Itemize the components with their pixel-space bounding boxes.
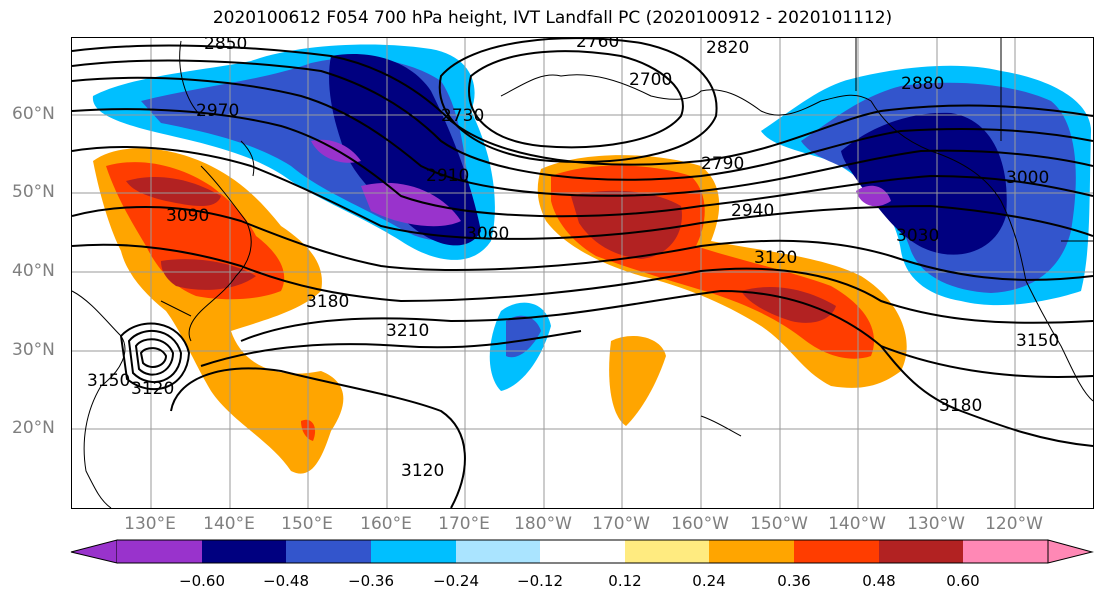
lon-label-120w: 120°W [985, 514, 1043, 534]
contour-label: 2850 [204, 38, 247, 54]
colorbar-tick-label: −0.24 [433, 572, 479, 590]
lon-label-130e: 130°E [124, 514, 176, 534]
colorbar-segment [117, 540, 202, 563]
contour-label: 3120 [131, 379, 174, 399]
lat-label-50n: 50°N [12, 182, 55, 202]
lat-label-20n: 20°N [12, 418, 55, 438]
negative-ivt-shading [92, 44, 1091, 391]
contour-label: 2970 [196, 101, 239, 121]
lat-label-60n: 60°N [12, 104, 55, 124]
contour-label: 3030 [896, 226, 939, 246]
contour-label: 3090 [166, 206, 209, 226]
lon-label-180w: 180°W [514, 514, 572, 534]
colorbar-segment [963, 540, 1048, 563]
lat-label-40n: 40°N [12, 261, 55, 281]
lon-label-160e: 160°E [360, 514, 412, 534]
colorbar-segment [371, 540, 456, 563]
contour-label: 2730 [441, 106, 484, 126]
colorbar-tick-label: −0.48 [263, 572, 309, 590]
contour-label: 2940 [731, 201, 774, 221]
contour-label: 2880 [901, 74, 944, 94]
colorbar-segment [709, 540, 794, 563]
colorbar-outline [117, 539, 1048, 564]
positive-ivt-shading [93, 148, 907, 474]
contour-label: 2790 [701, 154, 744, 174]
contour-label: 3120 [401, 461, 444, 481]
contour-label: 3180 [306, 292, 349, 312]
contour-label: 3150 [1016, 331, 1059, 351]
colorbar-tick-label: 0.48 [862, 572, 896, 590]
colorbar-tick-label: 0.60 [946, 572, 980, 590]
contour-label: 3060 [466, 224, 509, 244]
contour-label: 2760 [576, 38, 619, 52]
map-title: 2020100612 F054 700 hPa height, IVT Land… [212, 8, 893, 28]
colorbar [70, 539, 1094, 564]
colorbar-high-extension [1047, 539, 1094, 564]
colorbar-segment [794, 540, 879, 563]
lon-label-150e: 150°E [281, 514, 333, 534]
colorbar-segment [286, 540, 371, 563]
contour-label: 3150 [87, 371, 130, 391]
contour-label: 3180 [939, 396, 982, 416]
contour-label: 3000 [1006, 168, 1049, 188]
lon-label-140e: 140°E [203, 514, 255, 534]
height-contours [72, 38, 1093, 508]
lon-label-150w: 150°W [750, 514, 808, 534]
colorbar-tick-label: 0.36 [777, 572, 811, 590]
contour-label: 2910 [426, 166, 469, 186]
colorbar-tick-label: −0.36 [348, 572, 394, 590]
contour-label: 3210 [386, 321, 429, 341]
colorbar-segment [879, 540, 963, 563]
contour-label: 2820 [706, 38, 749, 58]
contour-label: 2700 [629, 70, 672, 90]
coastlines [72, 38, 1093, 508]
colorbar-tick-label: 0.24 [692, 572, 726, 590]
colorbar-segment [456, 540, 540, 563]
colorbar-tick-label: −0.60 [179, 572, 225, 590]
lon-label-140w: 140°W [828, 514, 886, 534]
lon-label-170w: 170°W [592, 514, 650, 534]
colorbar-tick-label: −0.12 [517, 572, 563, 590]
colorbar-segment [625, 540, 709, 563]
lon-label-160w: 160°W [671, 514, 729, 534]
contour-label: 3120 [754, 248, 797, 268]
colorbar-segment [202, 540, 286, 563]
lat-label-30n: 30°N [12, 340, 55, 360]
map-canvas: 2850 2760 2820 2700 2880 2970 2730 2790 … [72, 38, 1093, 508]
colorbar-tick-label: 0.12 [608, 572, 642, 590]
lon-label-130w: 130°W [907, 514, 965, 534]
colorbar-segment [540, 540, 625, 563]
lon-label-170e: 170°E [438, 514, 490, 534]
colorbar-low-extension [70, 539, 118, 564]
map-panel: 2850 2760 2820 2700 2880 2970 2730 2790 … [71, 37, 1094, 509]
